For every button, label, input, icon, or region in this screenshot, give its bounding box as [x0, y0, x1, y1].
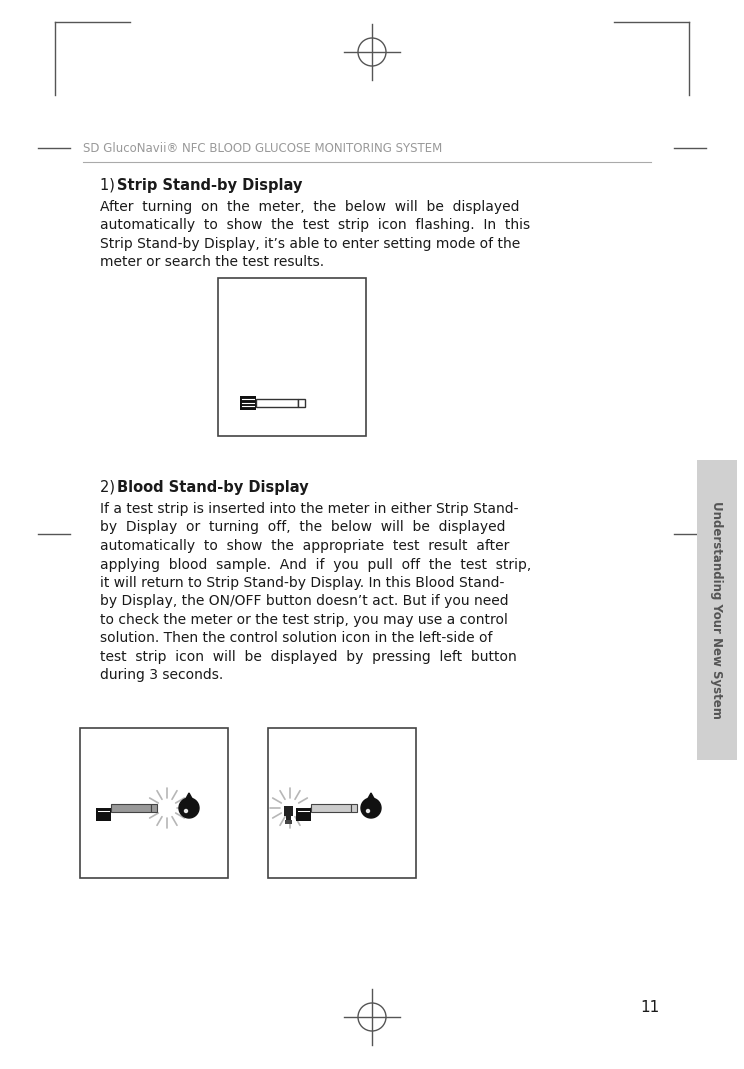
Circle shape: [361, 797, 381, 818]
Bar: [284, 806, 293, 816]
Text: 2): 2): [100, 480, 120, 495]
Bar: [218, 278, 366, 436]
Text: to check the meter or the test strip, you may use a control: to check the meter or the test strip, yo…: [100, 613, 508, 628]
Bar: [268, 728, 416, 878]
Text: If a test strip is inserted into the meter in either Strip Stand-: If a test strip is inserted into the met…: [100, 502, 519, 516]
Text: by Display, the ON/OFF button doesn’t act. But if you need: by Display, the ON/OFF button doesn’t ac…: [100, 594, 509, 608]
Bar: [285, 820, 292, 824]
Bar: [351, 804, 357, 812]
Bar: [298, 399, 305, 407]
Text: 1): 1): [100, 179, 120, 193]
Text: Strip Stand-by Display: Strip Stand-by Display: [117, 179, 302, 193]
Text: 11: 11: [641, 1000, 660, 1014]
Bar: [256, 399, 298, 407]
Text: automatically  to  show  the  appropriate  test  result  after: automatically to show the appropriate te…: [100, 539, 510, 553]
Bar: [96, 808, 111, 821]
Circle shape: [366, 809, 371, 814]
Text: After  turning  on  the  meter,  the  below  will  be  displayed: After turning on the meter, the below wi…: [100, 200, 519, 214]
Text: by  Display  or  turning  off,  the  below  will  be  displayed: by Display or turning off, the below wil…: [100, 521, 505, 534]
Text: Understanding Your New System: Understanding Your New System: [711, 501, 723, 719]
Text: SD GlucoNavii® NFC BLOOD GLUCOSE MONITORING SYSTEM: SD GlucoNavii® NFC BLOOD GLUCOSE MONITOR…: [83, 142, 442, 155]
Text: during 3 seconds.: during 3 seconds.: [100, 668, 223, 682]
Text: automatically  to  show  the  test  strip  icon  flashing.  In  this: automatically to show the test strip ico…: [100, 218, 530, 232]
Polygon shape: [182, 793, 196, 805]
Text: Blood Stand-by Display: Blood Stand-by Display: [117, 480, 309, 495]
Bar: [80, 728, 228, 878]
Text: Strip Stand-by Display, it’s able to enter setting mode of the: Strip Stand-by Display, it’s able to ent…: [100, 237, 520, 251]
Bar: [311, 804, 351, 812]
Text: test  strip  icon  will  be  displayed  by  pressing  left  button: test strip icon will be displayed by pre…: [100, 650, 517, 664]
Bar: [151, 804, 157, 812]
Polygon shape: [365, 793, 377, 805]
Bar: [111, 804, 151, 812]
Circle shape: [184, 809, 188, 814]
Text: applying  blood  sample.  And  if  you  pull  off  the  test  strip,: applying blood sample. And if you pull o…: [100, 558, 531, 572]
Text: solution. Then the control solution icon in the left-side of: solution. Then the control solution icon…: [100, 632, 493, 646]
Circle shape: [179, 797, 199, 818]
Bar: [240, 396, 256, 410]
Bar: [286, 816, 291, 821]
Bar: [697, 460, 737, 760]
Text: it will return to Strip Stand-by Display. In this Blood Stand-: it will return to Strip Stand-by Display…: [100, 576, 504, 590]
Bar: [296, 808, 311, 821]
Text: meter or search the test results.: meter or search the test results.: [100, 255, 324, 269]
